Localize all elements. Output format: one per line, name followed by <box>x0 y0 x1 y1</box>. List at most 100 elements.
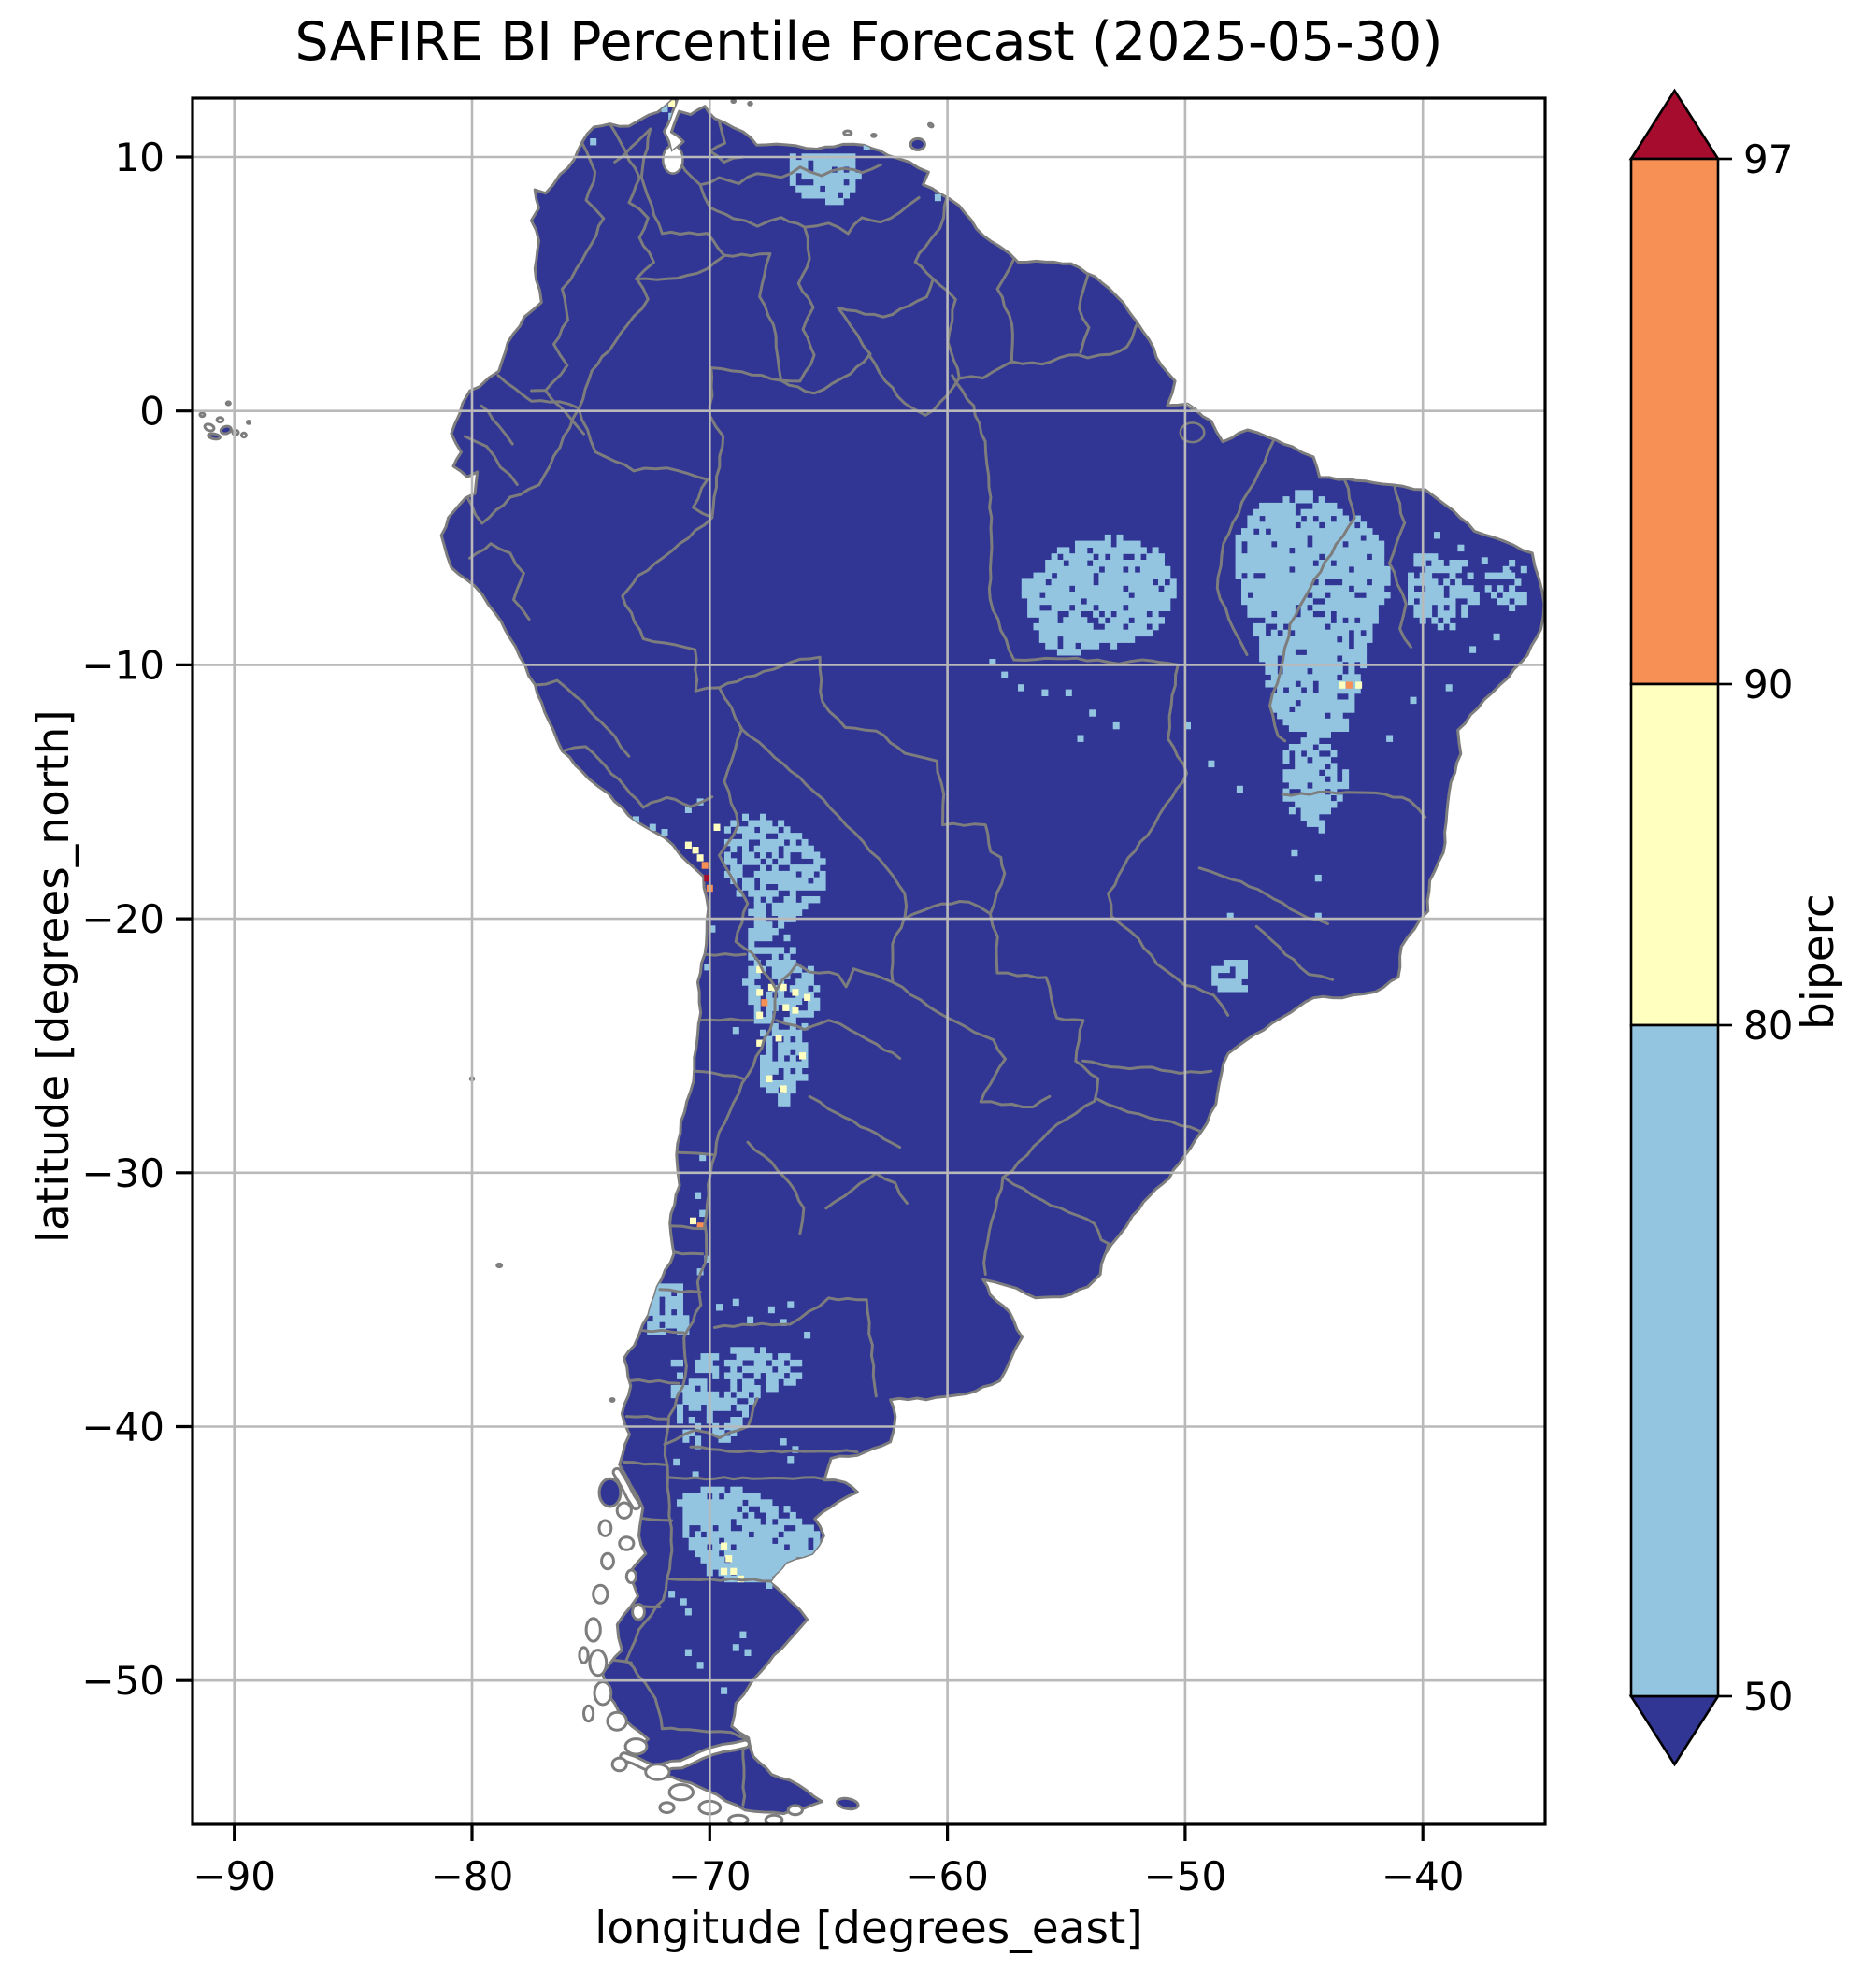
raster-cell-50-80 <box>748 934 755 942</box>
colorbar-segment-90-97 <box>1629 157 1720 686</box>
raster-cell-50-80 <box>1312 712 1320 720</box>
raster-cell-50-80 <box>783 960 791 967</box>
raster-cell-50-80 <box>1330 763 1338 770</box>
raster-cell-50-80 <box>831 185 838 193</box>
raster-cell-50-80 <box>1270 502 1278 510</box>
raster-cell-50-80 <box>1443 617 1451 624</box>
raster-cell-50-80 <box>819 192 826 199</box>
raster-cell-50-80 <box>1336 585 1343 593</box>
raster-cell-50-80 <box>780 1438 787 1446</box>
raster-cell-50-80 <box>813 1004 821 1011</box>
raster-cell-50-80 <box>665 1290 672 1297</box>
raster-cell-50-80 <box>1068 629 1076 637</box>
raster-cell-50-80 <box>1353 565 1361 574</box>
raster-cell-50-80 <box>1330 649 1338 656</box>
raster-cell-50-80 <box>1068 642 1076 650</box>
raster-cell-50-80 <box>1033 592 1040 599</box>
raster-cell-50-80 <box>712 1365 720 1374</box>
raster-cell-50-80 <box>1413 610 1421 618</box>
admin-border-line <box>675 1150 716 1157</box>
raster-cell-50-80 <box>753 820 761 827</box>
raster-cell-50-80 <box>1282 706 1290 713</box>
raster-cell-50-80 <box>748 947 755 954</box>
raster-cell-50-80 <box>1348 534 1355 542</box>
raster-cell-50-80 <box>699 1153 707 1162</box>
raster-cell-50-80 <box>1306 515 1313 522</box>
raster-cell-50-80 <box>1431 565 1439 574</box>
raster-cell-50-80 <box>1086 597 1094 606</box>
raster-cell-50-80 <box>1312 776 1320 783</box>
raster-cell-50-80 <box>1353 622 1361 631</box>
raster-cell-50-80 <box>1295 553 1302 561</box>
raster-cell-50-80 <box>771 1569 779 1577</box>
raster-cell-50-80 <box>1318 731 1325 738</box>
raster-cell-50-80 <box>1169 585 1177 593</box>
raster-cell-50-80 <box>1134 553 1141 561</box>
raster-cell-50-80 <box>1277 592 1284 599</box>
raster-cell-50-80 <box>684 1608 692 1616</box>
raster-cell-50-80 <box>1068 649 1076 656</box>
raster-cell-50-80 <box>1378 585 1385 593</box>
raster-cell-50-80 <box>1265 610 1272 618</box>
raster-cell-50-80 <box>1265 617 1272 624</box>
raster-cell-50-80 <box>1425 578 1433 586</box>
raster-cell-50-80 <box>1282 572 1290 579</box>
raster-cell-50-80 <box>1139 565 1147 574</box>
raster-cell-50-80 <box>712 1511 720 1520</box>
raster-cell-50-80 <box>1122 597 1129 606</box>
raster-cell-50-80 <box>1253 604 1260 611</box>
raster-cell-50-80 <box>688 1506 695 1513</box>
raster-cell-50-80 <box>801 172 809 180</box>
raster-cell-50-80 <box>1348 572 1355 579</box>
raster-cell-50-80 <box>1312 553 1320 561</box>
raster-cell-50-80 <box>1336 540 1343 548</box>
raster-cell-50-80 <box>801 972 809 979</box>
raster-cell-50-80 <box>760 928 766 936</box>
raster-cell-50-80 <box>1139 610 1147 618</box>
raster-cell-50-80 <box>1139 560 1147 567</box>
cells-red <box>704 874 711 882</box>
raster-cell-50-80 <box>1300 490 1308 497</box>
raster-cell-50-80 <box>1295 572 1302 579</box>
raster-cell-50-80 <box>1128 560 1136 567</box>
raster-cell-50-80 <box>742 1410 749 1418</box>
raster-cell-50-80 <box>1270 706 1278 713</box>
raster-cell-50-80 <box>778 1093 785 1100</box>
raster-cell-50-80 <box>813 883 821 891</box>
raster-cell-50-80 <box>1158 604 1165 611</box>
raster-cell-50-80 <box>742 1404 749 1411</box>
raster-cell-50-80 <box>1306 744 1313 751</box>
raster-cell-50-80 <box>783 1537 791 1545</box>
raster-cell-50-80 <box>1318 629 1325 637</box>
raster-cell-50-80 <box>760 883 766 891</box>
raster-cell-50-80 <box>1325 585 1331 593</box>
admin-border-line <box>635 254 726 281</box>
raster-cell-50-80 <box>1425 604 1433 611</box>
raster-cell-50-80 <box>1051 636 1058 643</box>
raster-cell-50-80 <box>1116 610 1124 618</box>
raster-cell-50-80 <box>677 1417 683 1424</box>
raster-cell-50-80 <box>807 997 814 1006</box>
island <box>597 1477 623 1508</box>
raster-cell-50-80 <box>1081 622 1088 631</box>
raster-cell-50-80 <box>736 1563 743 1570</box>
raster-cell-50-80 <box>1295 756 1302 764</box>
raster-cell-50-80 <box>670 1359 678 1367</box>
raster-cell-50-80 <box>843 192 850 199</box>
raster-cell-50-80 <box>807 870 814 878</box>
raster-cell-50-80 <box>1383 578 1391 586</box>
raster-cell-50-80 <box>813 851 821 859</box>
raster-cell-50-80 <box>1041 689 1049 696</box>
raster-cell-50-80 <box>789 1086 796 1094</box>
raster-cell-50-80 <box>1033 572 1040 579</box>
raster-cell-80-90 <box>613 819 621 826</box>
raster-cell-50-80 <box>1443 565 1451 574</box>
raster-cell-50-80 <box>1325 686 1331 694</box>
raster-cell-50-80 <box>1312 629 1320 637</box>
raster-cell-50-80 <box>723 1493 731 1500</box>
raster-cell-50-80 <box>1342 636 1350 643</box>
raster-cell-50-80 <box>1086 578 1094 586</box>
island <box>644 1763 671 1781</box>
raster-cell-50-80 <box>1318 744 1325 751</box>
raster-cell-50-80 <box>1312 528 1320 536</box>
